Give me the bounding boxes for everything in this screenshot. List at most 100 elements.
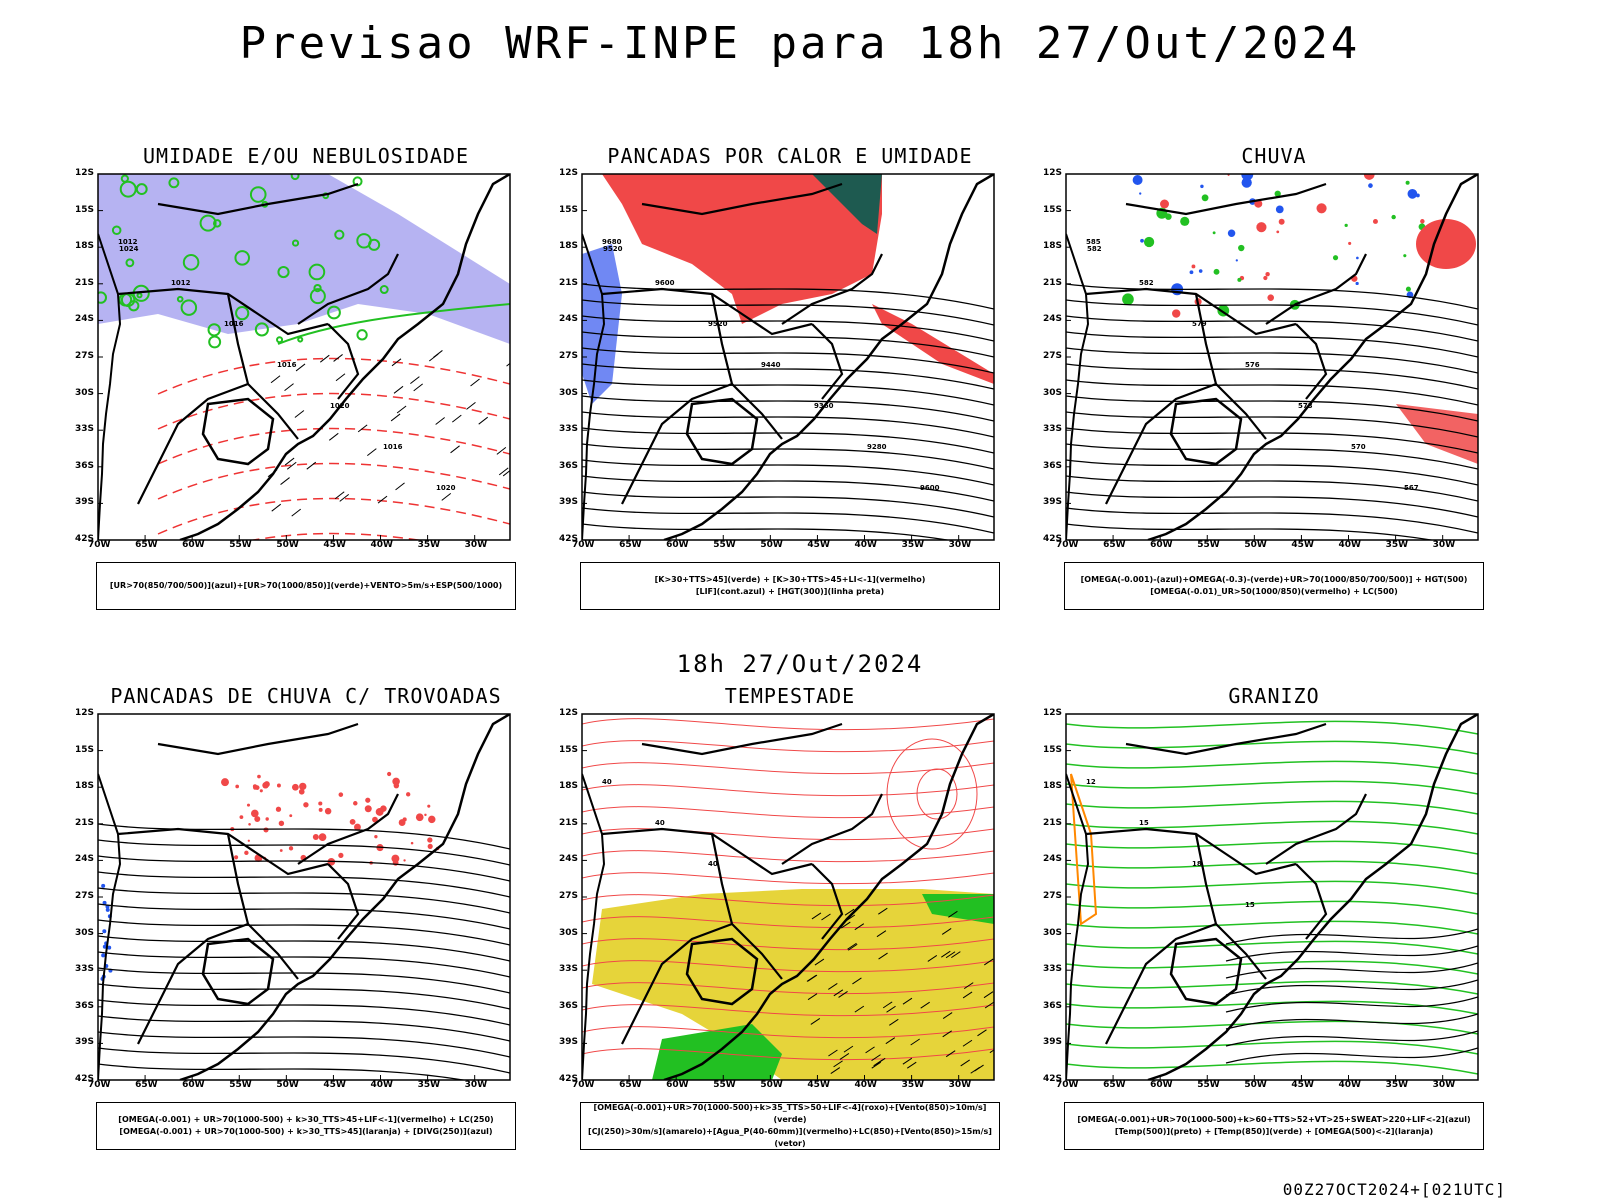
lon-tick-label: 45W [323, 540, 346, 550]
panel-legend: [OMEGA(-0.001)+UR>70(1000-500)+k>35_TTS>… [580, 1102, 1000, 1150]
lat-tick-label: 33S [1042, 424, 1062, 435]
lat-tick-label: 36S [1042, 1000, 1062, 1011]
lon-tick-label: 45W [1291, 1080, 1314, 1090]
contour-label: 1020 [330, 402, 350, 410]
lat-tick-label: 18S [74, 781, 94, 792]
contour-label: 9680 [602, 238, 622, 246]
contour-label: 1016 [277, 361, 297, 369]
contour-label: 9600 [655, 279, 675, 287]
contour-label: 9360 [814, 402, 834, 410]
contour-label: 585 [1086, 238, 1101, 246]
lat-tick-label: 42S [558, 1074, 578, 1084]
contour-label: 1020 [436, 484, 456, 492]
panel-title: PANCADAS DE CHUVA C/ TROVOADAS [110, 684, 502, 708]
lat-tick-label: 12S [1042, 168, 1062, 178]
lon-tick-label: 35W [901, 1080, 925, 1090]
lat-tick-label: 12S [558, 708, 578, 718]
lon-tick-label: 35W [417, 540, 441, 550]
lon-tick-label: 55W [713, 1080, 736, 1090]
lon-tick-label: 60W [1150, 540, 1173, 550]
lat-tick-label: 18S [74, 241, 94, 252]
lat-tick-label: 21S [558, 277, 578, 288]
contour-label: 1024 [119, 245, 139, 253]
lon-tick-label: 40W [370, 1080, 393, 1090]
lat-tick-label: 21S [558, 817, 578, 828]
panel-title: PANCADAS POR CALOR E UMIDADE [607, 144, 973, 168]
contour-label: 9440 [761, 361, 781, 369]
lat-tick-label: 21S [74, 277, 94, 288]
panel-6: GRANIZO 12 15 18 15 70W 65W 60W 55W 50W 45W 40W 35W 3… [1043, 684, 1484, 1150]
lon-tick-label: 65W [135, 1080, 158, 1090]
lon-tick-label: 65W [1103, 1080, 1126, 1090]
lat-tick-label: 36S [74, 1000, 94, 1011]
lat-tick-label: 21S [74, 817, 94, 828]
lat-tick-label: 39S [558, 497, 578, 508]
lon-tick-label: 50W [1244, 540, 1267, 550]
legend-line: [OMEGA(-0.001)+UR>70(1000-500)+k>60+TTS>… [1077, 1115, 1471, 1124]
lat-tick-label: 27S [74, 891, 94, 901]
contour-label: 40 [602, 778, 612, 786]
contour-label: 15 [1139, 819, 1149, 827]
lon-tick-label: 35W [417, 1080, 441, 1090]
lon-tick-label: 50W [760, 540, 783, 550]
contour-label: 9600 [920, 484, 940, 492]
lon-tick-label: 45W [1291, 540, 1314, 550]
contour-label: 582 [1087, 245, 1102, 253]
lat-tick-label: 36S [1042, 460, 1062, 471]
lat-tick-label: 21S [1042, 817, 1062, 828]
lon-tick-label: 40W [1338, 1080, 1361, 1090]
contour-label: 570 [1351, 443, 1366, 451]
lat-tick-label: 12S [74, 708, 94, 718]
lat-tick-label: 27S [558, 351, 578, 361]
lat-tick-label: 33S [74, 964, 94, 975]
lon-tick-label: 50W [760, 1080, 783, 1090]
lon-tick-label: 55W [1197, 540, 1220, 550]
panel-legend: [OMEGA(-0.001)+UR>70(1000-500)+k>60+TTS>… [1064, 1102, 1484, 1150]
lon-tick-label: 55W [229, 1080, 252, 1090]
lon-tick-label: 60W [666, 540, 689, 550]
lon-axis: 70W 65W 60W 55W 50W 45W 40W 35W 30W [1056, 540, 1484, 552]
legend-line: [OMEGA(-0.001) + UR>70(1000-500) + k>30_… [119, 1127, 493, 1136]
lon-tick-label: 60W [1150, 1080, 1173, 1090]
panel-title: CHUVA [1241, 144, 1307, 168]
lat-tick-label: 24S [74, 854, 94, 865]
contour-label: 573 [1298, 402, 1313, 410]
contour-label: 15 [1245, 901, 1255, 909]
lat-tick-label: 30S [74, 927, 94, 938]
contour-label: 1016 [383, 443, 403, 451]
lat-tick-label: 39S [74, 1037, 94, 1048]
panel-title: GRANIZO [1228, 684, 1320, 708]
lat-tick-label: 42S [74, 1074, 94, 1084]
lat-tick-label: 39S [74, 497, 94, 508]
contour-label: 18 [1192, 860, 1202, 868]
lon-axis: 70W 65W 60W 55W 50W 45W 40W 35W 30W [572, 540, 1000, 552]
contour-label: 9520 [603, 245, 623, 253]
lat-tick-label: 42S [74, 534, 94, 544]
lon-tick-label: 70W [1056, 540, 1079, 550]
lat-tick-label: 15S [558, 204, 578, 215]
lon-tick-label: 50W [1244, 1080, 1267, 1090]
lat-tick-label: 39S [1042, 497, 1062, 508]
legend-line: [OMEGA(-0.001) + UR>70(1000-500) + k>30_… [118, 1115, 494, 1124]
lat-tick-label: 33S [74, 424, 94, 435]
lat-axis: 12S 15S 18S 21S 24S 27S 30S 33S 36S 39S 42S [68, 168, 94, 544]
panel-title: UMIDADE E/OU NEBULOSIDADE [142, 144, 470, 168]
lon-tick-label: 35W [1385, 1080, 1409, 1090]
lat-tick-label: 15S [1042, 204, 1062, 215]
contour-label: 576 [1245, 361, 1260, 369]
contour-label: 579 [1192, 320, 1207, 328]
lat-tick-label: 30S [558, 927, 578, 938]
lon-tick-label: 55W [713, 540, 736, 550]
legend-line: [Temp(500)](preto) + [Temp(850)](verde) … [1114, 1127, 1434, 1136]
lon-tick-label: 40W [854, 540, 877, 550]
lat-tick-label: 18S [1042, 781, 1062, 792]
mid-title: 18h 27/Out/2024 [676, 650, 924, 678]
lon-tick-label: 30W [1432, 1080, 1456, 1090]
lon-tick-label: 65W [619, 1080, 642, 1090]
lat-tick-label: 36S [74, 460, 94, 471]
lat-axis: 12S 15S 18S 21S 24S 27S 30S 33S 36S 39S 42S [1036, 168, 1062, 544]
forecast-map: 12 15 18 15 [1064, 712, 1484, 1082]
lat-tick-label: 39S [558, 1037, 578, 1048]
lon-tick-label: 65W [135, 540, 158, 550]
contour-label: 1016 [224, 320, 244, 328]
